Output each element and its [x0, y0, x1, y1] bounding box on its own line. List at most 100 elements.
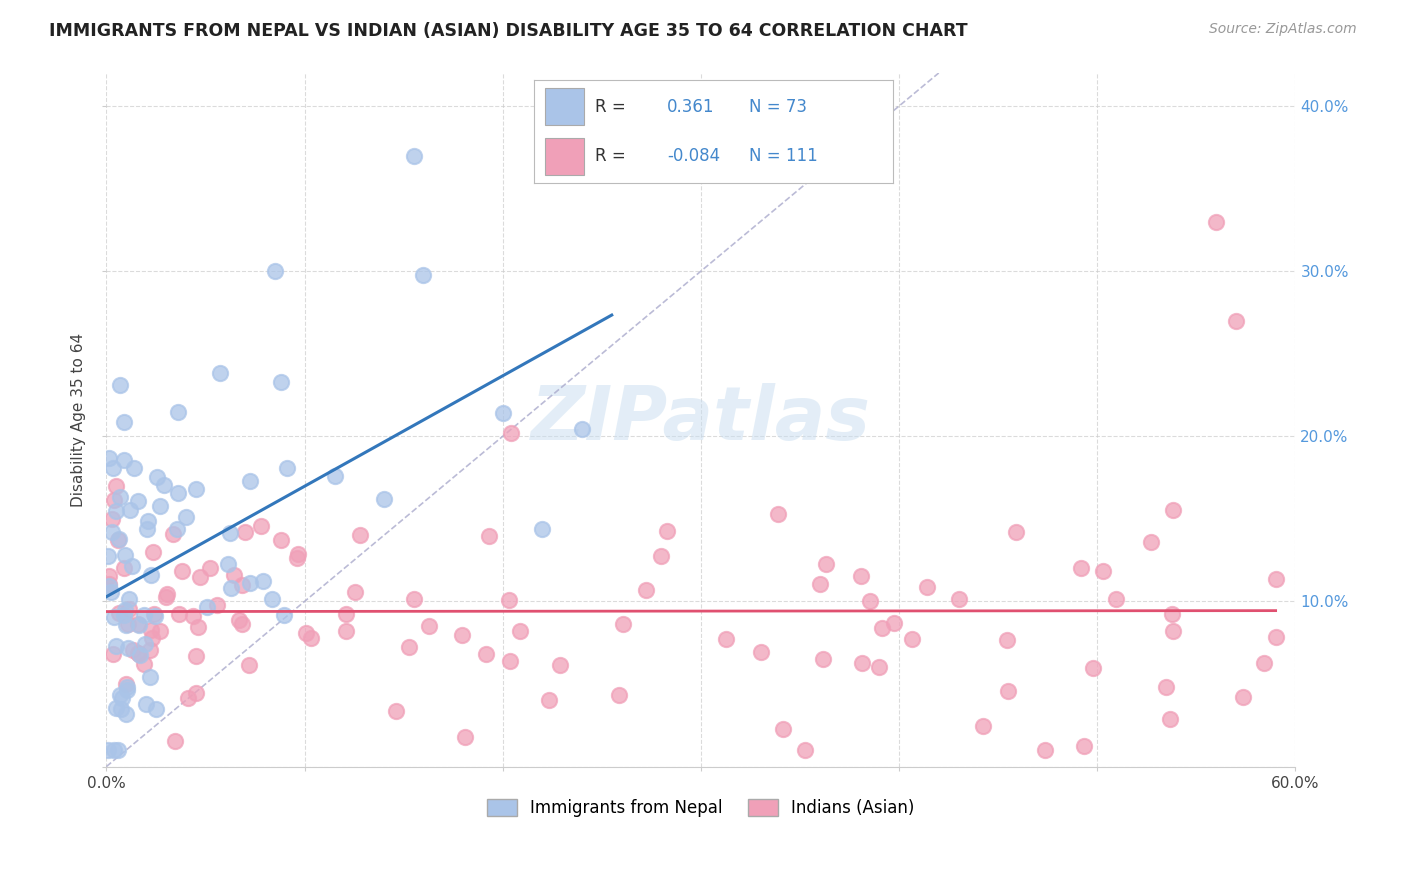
Point [205, 598, 228, 612]
Point [766, 508, 789, 522]
Point [141, 632, 163, 646]
Point [118, 503, 141, 517]
Text: N = 73: N = 73 [749, 98, 807, 116]
Point [172, 564, 194, 578]
Point [118, 592, 141, 607]
Point [650, 549, 672, 563]
Text: N = 111: N = 111 [749, 147, 818, 165]
Point [418, 618, 440, 632]
Point [453, 730, 475, 744]
Point [1264, 572, 1286, 586]
Point [287, 547, 309, 561]
Point [1253, 656, 1275, 670]
Point [97, 578, 120, 592]
Point [335, 624, 357, 639]
Point [851, 569, 873, 583]
Point [499, 425, 522, 440]
Point [811, 651, 834, 665]
Point [325, 469, 347, 483]
Point [276, 461, 298, 475]
Point [111, 690, 134, 705]
Point [548, 657, 571, 672]
Point [252, 574, 274, 589]
Point [134, 637, 156, 651]
Point [402, 148, 425, 162]
Point [115, 681, 138, 695]
Point [128, 648, 150, 662]
Point [250, 518, 273, 533]
Point [808, 577, 831, 591]
Point [1160, 607, 1182, 621]
Point [335, 607, 357, 622]
Point [636, 582, 658, 597]
Point [108, 491, 131, 505]
Point [97, 576, 120, 591]
Point [1083, 661, 1105, 675]
Point [1232, 690, 1254, 705]
Point [101, 512, 124, 526]
Point [166, 405, 188, 419]
Point [995, 632, 1018, 647]
Text: IMMIGRANTS FROM NEPAL VS INDIAN (ASIAN) DISABILITY AGE 35 TO 64 CORRELATION CHAR: IMMIGRANTS FROM NEPAL VS INDIAN (ASIAN) … [49, 22, 967, 40]
Point [187, 620, 209, 634]
Point [129, 648, 152, 663]
Point [110, 702, 132, 716]
Point [231, 617, 253, 632]
Point [270, 533, 292, 548]
Point [149, 499, 172, 513]
Point [948, 591, 970, 606]
Point [108, 533, 131, 547]
Point [134, 607, 156, 622]
Point [155, 590, 177, 604]
Point [105, 503, 128, 517]
Point [139, 623, 162, 637]
Point [273, 608, 295, 623]
Point [156, 587, 179, 601]
Point [492, 406, 515, 420]
Point [270, 375, 292, 389]
Point [972, 719, 994, 733]
Point [104, 639, 127, 653]
Point [115, 618, 138, 632]
Point [162, 527, 184, 541]
Y-axis label: Disability Age 35 to 64: Disability Age 35 to 64 [72, 333, 86, 507]
Text: -0.084: -0.084 [666, 147, 720, 165]
Point [177, 691, 200, 706]
Point [531, 522, 554, 536]
Point [231, 577, 253, 591]
Point [217, 557, 239, 571]
Text: R =: R = [595, 98, 626, 116]
Point [121, 559, 143, 574]
Point [135, 522, 157, 536]
Point [655, 524, 678, 539]
Point [219, 582, 242, 596]
Point [169, 607, 191, 622]
Point [145, 470, 167, 484]
Point [110, 378, 132, 392]
Point [870, 621, 893, 635]
Point [851, 657, 873, 671]
Point [385, 705, 408, 719]
Point [145, 702, 167, 716]
Point [498, 593, 520, 607]
Point [1264, 630, 1286, 644]
Point [1070, 560, 1092, 574]
Point [142, 544, 165, 558]
Point [915, 580, 938, 594]
Point [103, 743, 125, 757]
Point [127, 617, 149, 632]
Point [184, 482, 207, 496]
Point [451, 628, 474, 642]
Point [1033, 743, 1056, 757]
Point [537, 693, 560, 707]
Point [478, 529, 501, 543]
Point [373, 491, 395, 506]
Point [139, 670, 162, 684]
Point [127, 646, 149, 660]
Point [114, 548, 136, 562]
Point [195, 599, 218, 614]
Text: R =: R = [595, 147, 626, 165]
Point [901, 632, 924, 646]
Point [165, 734, 187, 748]
Point [398, 640, 420, 655]
